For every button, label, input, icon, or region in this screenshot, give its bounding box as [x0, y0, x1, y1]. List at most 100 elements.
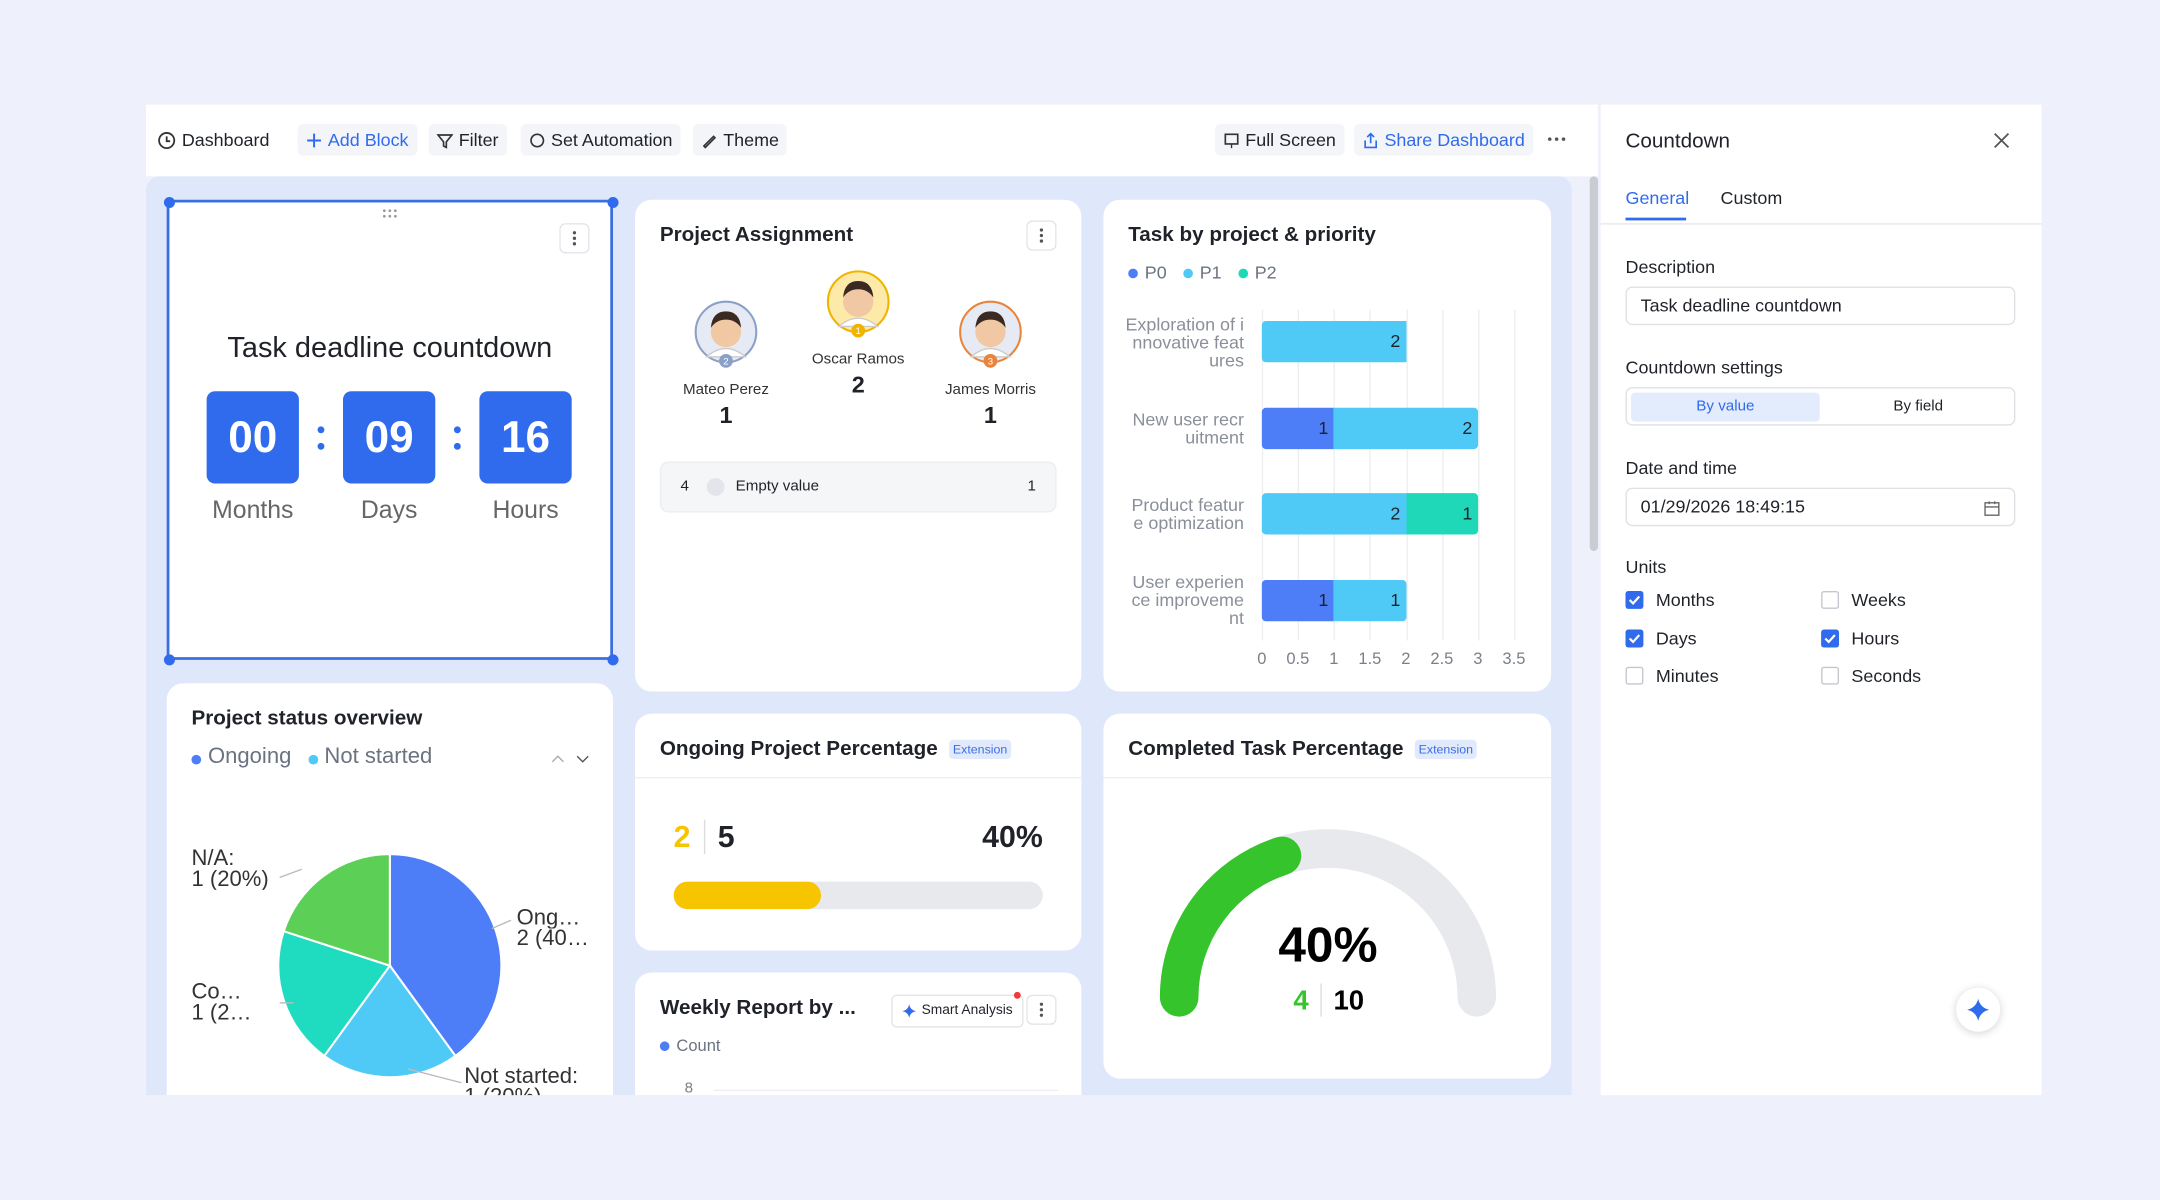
segment-option[interactable]: By field [1893, 398, 1944, 415]
row-rank: 4 [680, 478, 689, 495]
card-title: Completed Task Percentage Extension [1128, 737, 1478, 760]
grid-line [1297, 309, 1300, 641]
legend-label[interactable]: Count [676, 1035, 721, 1055]
date-input[interactable]: 01/29/2026 18:49:15 [1625, 487, 2016, 527]
pager-down[interactable] [576, 755, 589, 763]
smart-analysis-button[interactable]: Smart Analysis [891, 994, 1024, 1028]
slice-value: 1 (20%) [191, 1002, 257, 1024]
checkmark [1628, 633, 1641, 643]
card-menu[interactable] [1026, 220, 1057, 251]
checkbox[interactable] [1625, 628, 1644, 647]
project-assignment-card: Project Assignment 2 Mateo Perez 1 1 Oscar R… [635, 199, 1082, 692]
dot [317, 442, 325, 450]
legend-label[interactable]: P2 [1254, 261, 1277, 283]
icon [702, 134, 717, 148]
toolbar-button[interactable]: Add Block [297, 123, 417, 156]
countdown-title: Task deadline countdown [227, 331, 553, 364]
total: 10 [1333, 985, 1364, 1016]
segment-option[interactable]: By value [1631, 392, 1820, 422]
pager-up[interactable] [551, 755, 564, 763]
legend-label[interactable]: Ongoing [208, 745, 292, 770]
rank-badge [851, 323, 866, 338]
bar-segment: 2 [1261, 493, 1406, 535]
x-tick-label: 2.5 [1430, 648, 1454, 669]
avatar-body [969, 347, 1012, 358]
checkbox-label[interactable]: Months [1655, 589, 1715, 611]
grid-line [1405, 309, 1408, 641]
slice-label: N/A: 1 (20%) [191, 849, 301, 890]
avatar-face [843, 286, 874, 317]
legend-label[interactable]: P0 [1144, 261, 1167, 283]
drag-handle[interactable] [382, 208, 401, 222]
person-count: 1 [719, 402, 733, 429]
legend-dot [1183, 268, 1193, 279]
countdown-unit: Hours [492, 495, 559, 524]
checkbox-label[interactable]: Days [1655, 627, 1697, 649]
checkbox-label[interactable]: Weeks [1851, 589, 1906, 611]
divider [1103, 776, 1552, 779]
x-tick-label: 0 [1257, 648, 1267, 669]
resize-handle[interactable] [607, 196, 619, 209]
countdown-unit: Days [360, 495, 418, 524]
check [1628, 595, 1641, 605]
resize-handle[interactable] [163, 654, 175, 666]
icon [436, 133, 454, 149]
checkbox-label[interactable]: Hours [1851, 627, 1900, 649]
toolbar-button[interactable]: Full Screen [1214, 123, 1345, 156]
data-label: 2 [1390, 330, 1401, 352]
slice-name: Not started: [464, 1066, 579, 1087]
button-label: Smart Analysis [921, 1002, 1013, 1019]
y-tick-label: 8 [684, 1079, 694, 1096]
bar-segment: 1 [1333, 579, 1406, 621]
avatar: 1 [826, 270, 890, 338]
person-name: Mateo Perez [683, 381, 769, 399]
project-status-card: Project status overview Ongoing Not starte… [166, 683, 614, 1096]
checkbox[interactable] [1625, 666, 1644, 685]
separator [317, 426, 325, 450]
title-text: Weekly Report by ... [659, 995, 856, 1020]
tab[interactable]: General [1625, 187, 1690, 209]
more-button[interactable] [1543, 127, 1571, 152]
slice-label: Not started:1 (20%) [464, 1066, 613, 1095]
check [1628, 633, 1641, 643]
checkbox-label[interactable]: Minutes [1655, 665, 1719, 687]
description-input[interactable]: Task deadline countdown [1625, 286, 2016, 326]
field-label: Date and time [1625, 457, 1738, 479]
resize-handle[interactable] [163, 196, 175, 209]
divider [1600, 223, 2042, 225]
close-button[interactable] [1993, 132, 2010, 149]
avatar-body [704, 347, 748, 358]
button-label: Filter [458, 129, 499, 151]
checkbox[interactable] [1821, 666, 1840, 685]
checkbox[interactable] [1821, 590, 1840, 609]
legend-label[interactable]: P1 [1199, 261, 1222, 283]
legend-label[interactable]: Not started [324, 745, 433, 770]
checkmark [1824, 633, 1836, 643]
card-menu[interactable] [559, 223, 590, 254]
tab[interactable]: Custom [1720, 187, 1783, 209]
leader-line [491, 919, 512, 930]
countdown-card[interactable]: Task deadline countdown 00 Months 09 Days 16… [166, 199, 614, 660]
card-menu[interactable] [1026, 994, 1057, 1025]
toolbar-button[interactable]: Dashboard [149, 124, 278, 156]
pie-chart [277, 853, 512, 1084]
card-title: Project Assignment [659, 223, 854, 247]
toolbar-button[interactable]: Theme [692, 123, 788, 156]
toolbar-button[interactable]: Share Dashboard [1354, 123, 1534, 156]
menu-dot [1039, 1008, 1044, 1012]
slice-label: Completed:1 (20%) [191, 982, 257, 1023]
scrollbar[interactable] [1589, 176, 1598, 552]
checkbox[interactable] [1821, 628, 1840, 647]
toolbar-button[interactable]: Set Automation [520, 123, 681, 156]
y-tick-label: Product feature optimization [1131, 494, 1244, 534]
ai-assistant-button[interactable] [1956, 987, 2001, 1032]
bar-segment: 2 [1261, 320, 1406, 363]
checkbox-label[interactable]: Seconds [1851, 665, 1922, 687]
x-tick-label: 1 [1329, 648, 1339, 669]
toolbar-button[interactable]: Filter [428, 123, 507, 156]
resize-handle[interactable] [607, 654, 619, 666]
field-label: Units [1625, 556, 1667, 578]
row-icon [706, 478, 725, 496]
checkbox[interactable] [1625, 590, 1644, 609]
ongoing-percentage-card: Ongoing Project Percentage Extension 2 5 40% [635, 713, 1082, 951]
